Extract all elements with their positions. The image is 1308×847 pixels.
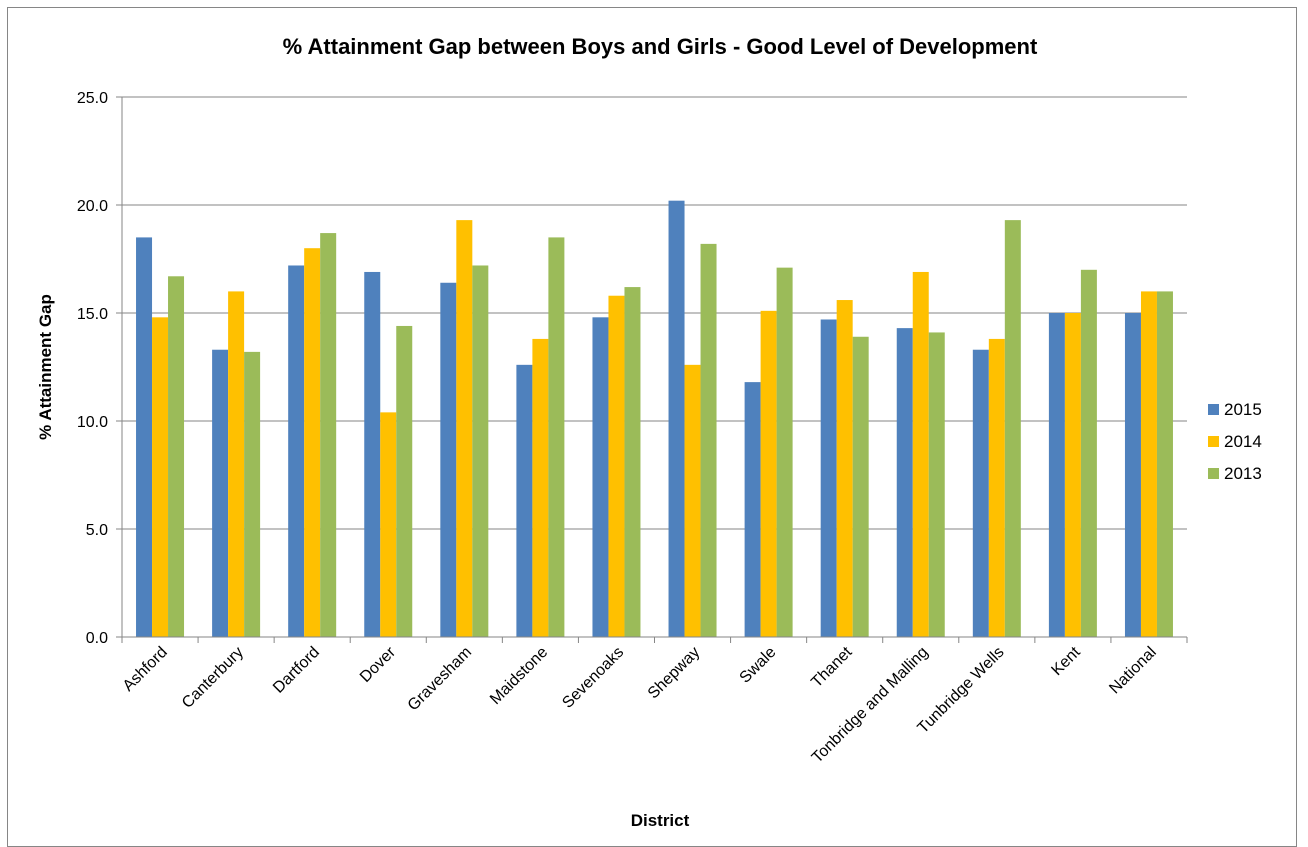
x-tick-labels: Ashford Canterbury Dartford Dover Gravesham M… [120, 643, 1160, 766]
x-tick-label: Dartford [270, 644, 323, 697]
bar-2015-maidstone [516, 364, 533, 637]
legend-label-2013: 2013 [1224, 464, 1262, 483]
gridlines [122, 96, 1187, 530]
bar-2013-sevenoaks [624, 287, 641, 637]
y-tick-label: 25.0 [77, 90, 108, 107]
bar-2015-gravesham [440, 282, 457, 637]
axes [116, 96, 1188, 643]
bar-2014-shepway [684, 364, 701, 637]
bar-2013-ashford [168, 276, 185, 637]
bar-2013-kent [1080, 269, 1097, 637]
bar-2014-swale [760, 310, 777, 637]
x-tick-label: Thanet [808, 643, 856, 691]
bar-2013-thanet [852, 336, 869, 637]
bar-2014-maidstone [532, 338, 549, 637]
legend-swatch-2013 [1208, 468, 1219, 479]
bar-2015-tunbridge-wells [972, 349, 989, 637]
bar-2013-gravesham [472, 265, 489, 637]
bar-2014-canterbury [228, 291, 245, 637]
y-tick-label: 20.0 [77, 198, 108, 215]
bar-2015-thanet [820, 319, 837, 637]
y-tick-label: 15.0 [77, 306, 108, 323]
bar-2014-sevenoaks [608, 295, 625, 637]
x-tick-label: Dover [357, 643, 400, 686]
bar-2013-dover [396, 325, 413, 637]
legend-label-2014: 2014 [1224, 432, 1262, 451]
bar-2015-tonbridge-and-malling [896, 328, 913, 637]
legend-swatch-2015 [1208, 404, 1219, 415]
x-axis-title: District [631, 811, 690, 830]
bar-2014-thanet [836, 300, 853, 637]
bar-2014-national [1140, 291, 1157, 637]
bar-2013-tonbridge-and-malling [928, 332, 945, 637]
x-tick-label: National [1106, 644, 1160, 698]
y-axis-title: % Attainment Gap [36, 294, 55, 440]
x-tick-label: Sevenoaks [559, 644, 627, 712]
y-tick-label: 10.0 [77, 414, 108, 431]
x-tick-label: Canterbury [179, 644, 247, 712]
bar-2015-ashford [136, 237, 153, 637]
bar-2013-tunbridge-wells [1004, 220, 1021, 637]
bar-2013-dartford [320, 233, 337, 637]
bar-2014-dartford [304, 248, 321, 637]
bar-2013-canterbury [244, 351, 261, 637]
bar-2013-swale [776, 267, 793, 637]
bar-2014-tonbridge-and-malling [912, 271, 929, 637]
bar-2015-sevenoaks [592, 317, 609, 637]
bar-2014-gravesham [456, 220, 473, 637]
bars [136, 200, 1173, 637]
y-tick-labels: 0.0 5.0 10.0 15.0 20.0 25.0 [77, 90, 108, 647]
bar-2015-kent [1048, 313, 1065, 637]
x-tick-label: Swale [737, 644, 780, 687]
bar-2015-canterbury [212, 349, 229, 637]
bar-2015-swale [744, 382, 761, 637]
legend-label-2015: 2015 [1224, 400, 1262, 419]
bar-2015-national [1124, 313, 1141, 637]
legend-swatch-2014 [1208, 436, 1219, 447]
bar-2015-dover [364, 271, 381, 637]
bar-2015-dartford [288, 265, 305, 637]
chart-title: % Attainment Gap between Boys and Girls … [283, 34, 1038, 59]
x-tick-label: Kent [1048, 643, 1084, 679]
legend: 2015 2014 2013 [1208, 400, 1262, 483]
y-tick-label: 5.0 [86, 522, 108, 539]
x-tick-label: Ashford [120, 644, 171, 695]
bar-2013-national [1156, 291, 1173, 637]
bar-2014-kent [1064, 313, 1081, 637]
bar-2014-dover [380, 412, 397, 637]
y-tick-label: 0.0 [86, 630, 108, 647]
x-tick-label: Shepway [645, 644, 704, 703]
bar-2015-shepway [668, 200, 685, 637]
bar-2013-shepway [700, 243, 717, 637]
x-tick-label: Gravesham [405, 644, 476, 715]
bar-2014-ashford [152, 317, 169, 637]
bar-2014-tunbridge-wells [988, 338, 1005, 637]
bar-2013-maidstone [548, 237, 565, 637]
x-tick-label: Maidstone [487, 644, 551, 708]
